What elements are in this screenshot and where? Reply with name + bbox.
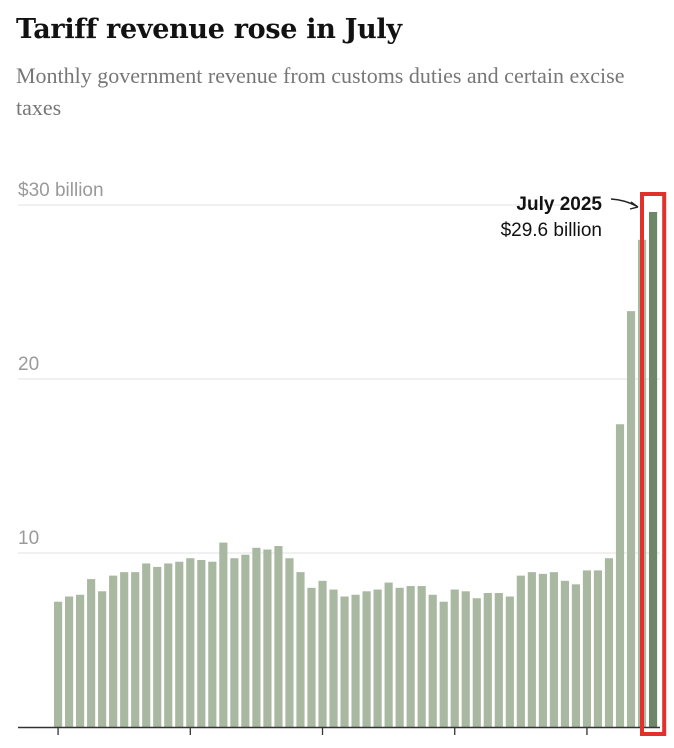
bar bbox=[571, 584, 580, 727]
bar bbox=[472, 598, 481, 727]
bar bbox=[120, 572, 129, 727]
annotation-date: July 2025 bbox=[516, 194, 602, 215]
bar bbox=[461, 591, 470, 727]
highlight-box bbox=[640, 192, 667, 736]
bar bbox=[153, 566, 162, 727]
bar bbox=[318, 580, 327, 727]
bar bbox=[384, 582, 393, 727]
bar bbox=[516, 575, 525, 727]
bar bbox=[76, 594, 85, 727]
bar bbox=[87, 579, 96, 727]
bar bbox=[626, 311, 636, 727]
bar bbox=[307, 587, 316, 727]
bar bbox=[395, 587, 404, 727]
bar bbox=[538, 573, 547, 727]
bar bbox=[109, 575, 118, 727]
bar bbox=[197, 559, 206, 727]
bar bbox=[373, 589, 382, 727]
bar bbox=[439, 601, 448, 727]
bar bbox=[296, 572, 305, 727]
bar bbox=[186, 558, 195, 727]
bar bbox=[406, 586, 415, 727]
bar bbox=[593, 570, 603, 727]
annotation-arrow-icon bbox=[610, 198, 639, 210]
bar bbox=[274, 546, 283, 727]
bar bbox=[615, 424, 625, 727]
bar bbox=[131, 572, 140, 727]
bar bbox=[417, 586, 426, 727]
bar bbox=[65, 596, 74, 727]
bar bbox=[54, 601, 63, 727]
bar bbox=[505, 596, 514, 727]
bar bbox=[582, 570, 592, 727]
chart-subtitle: Monthly government revenue from customs … bbox=[16, 63, 625, 120]
bar bbox=[362, 591, 371, 727]
bar bbox=[340, 596, 349, 727]
y-tick-label: $30 billion bbox=[18, 180, 104, 201]
bar bbox=[241, 554, 250, 727]
bar bbox=[252, 547, 261, 727]
bar bbox=[164, 563, 173, 727]
y-tick-label: 20 bbox=[18, 354, 39, 375]
bar bbox=[285, 558, 294, 727]
bar bbox=[175, 561, 184, 727]
bar bbox=[549, 572, 558, 727]
bar bbox=[98, 591, 107, 727]
y-tick-label: 10 bbox=[18, 528, 39, 549]
bar bbox=[483, 593, 492, 727]
bar bbox=[329, 589, 338, 727]
bar bbox=[351, 594, 360, 727]
bar bbox=[604, 558, 614, 727]
bar bbox=[142, 563, 151, 727]
bar bbox=[527, 572, 536, 727]
bar bbox=[560, 580, 569, 727]
bar bbox=[230, 558, 239, 727]
annotation-value: $29.6 billion bbox=[501, 220, 602, 241]
bar bbox=[208, 561, 217, 727]
bar bbox=[428, 594, 437, 727]
bar-july-2025 bbox=[648, 211, 658, 727]
bar bbox=[450, 589, 459, 727]
bar bbox=[219, 542, 228, 727]
bar bbox=[494, 593, 503, 727]
bar bbox=[263, 549, 272, 727]
chart-title: Tariff revenue rose in July bbox=[16, 14, 402, 45]
